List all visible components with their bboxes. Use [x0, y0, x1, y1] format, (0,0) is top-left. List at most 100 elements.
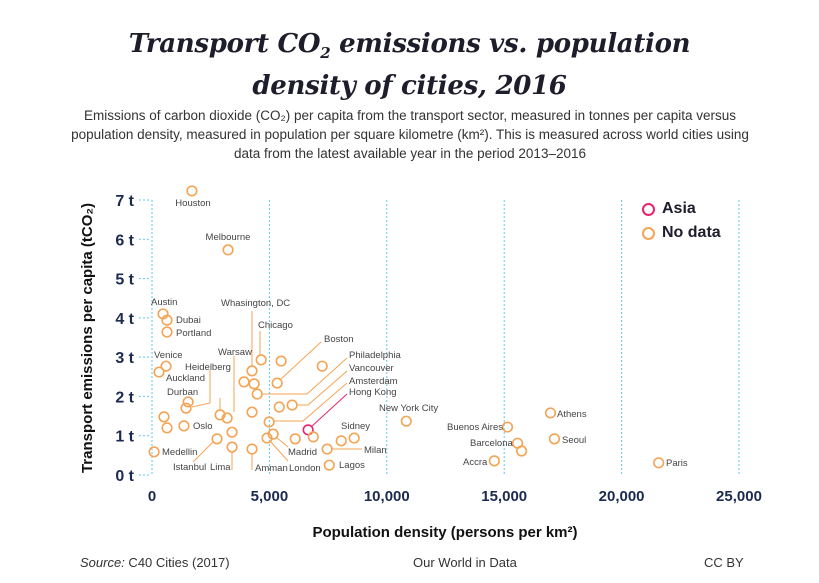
data-point[interactable]: [263, 416, 275, 428]
data-point[interactable]: [501, 421, 514, 433]
data-point[interactable]: [222, 244, 234, 256]
x-axis-title: Population density (persons per km²): [312, 524, 577, 541]
x-tick-label: 15,000: [481, 488, 527, 505]
data-point[interactable]: [316, 360, 328, 372]
data-point[interactable]: [307, 431, 319, 443]
point-label: Lima: [210, 462, 231, 473]
data-point[interactable]: [178, 420, 190, 432]
point-label: Heidelberg: [185, 362, 231, 373]
point-label: Auckland: [166, 373, 205, 384]
data-point[interactable]: [488, 455, 500, 467]
point-label: Barcelona: [470, 438, 513, 449]
data-point[interactable]: [158, 411, 170, 423]
point-label: Durban: [167, 387, 198, 398]
data-point[interactable]: [289, 433, 301, 445]
y-tick-label: 0 t: [115, 468, 134, 485]
data-point[interactable]: [211, 433, 223, 445]
legend-marker-icon: [642, 202, 655, 216]
data-point[interactable]: [251, 388, 263, 400]
data-point[interactable]: [544, 407, 557, 419]
data-point[interactable]: [214, 409, 226, 421]
y-tick-label: 4 t: [115, 311, 134, 328]
point-label: Whasington, DC: [221, 298, 290, 309]
data-point[interactable]: [161, 422, 173, 434]
data-point[interactable]: [255, 354, 267, 366]
title-text-end: emissions vs. population: [330, 29, 691, 59]
data-point[interactable]: [267, 428, 279, 440]
data-point[interactable]: [161, 326, 173, 338]
y-tick-label: 3 t: [115, 350, 134, 367]
point-label: Austin: [151, 297, 177, 308]
x-tick-label: 0: [148, 488, 156, 505]
data-point[interactable]: [148, 446, 160, 458]
data-point[interactable]: [273, 401, 285, 413]
point-label: Hong Kong: [349, 387, 397, 398]
leader-line: [269, 440, 289, 462]
data-point[interactable]: [160, 360, 172, 372]
data-point[interactable]: [161, 314, 173, 326]
source-prefix: Source:: [80, 555, 125, 570]
x-tick-label: 5,000: [251, 488, 289, 505]
leader-line: [310, 393, 348, 428]
point-label: Houston: [175, 198, 210, 209]
data-point[interactable]: [180, 402, 192, 414]
data-point[interactable]: [153, 366, 165, 378]
x-tick-label: 20,000: [599, 488, 645, 505]
data-point[interactable]: [226, 426, 238, 438]
point-label: Milan: [364, 445, 387, 456]
data-point[interactable]: [275, 355, 287, 367]
point-label: Philadelphia: [349, 350, 401, 361]
data-point[interactable]: [302, 424, 314, 436]
owid-credit[interactable]: Our World in Data: [413, 555, 517, 570]
point-label: Paris: [666, 458, 688, 469]
data-point[interactable]: [323, 459, 335, 471]
point-label: Amsterdam: [349, 376, 398, 387]
point-label: Melbourne: [206, 232, 251, 243]
title-text: Transport CO: [128, 29, 321, 59]
data-point[interactable]: [515, 445, 528, 457]
data-point[interactable]: [653, 457, 665, 469]
point-label: Venice: [154, 350, 183, 361]
data-point[interactable]: [238, 376, 250, 388]
point-label: Medellin: [162, 447, 197, 458]
leader-line: [262, 357, 348, 395]
point-label: Chicago: [258, 320, 293, 331]
legend-label: No data: [662, 224, 721, 241]
leader-line: [297, 370, 348, 406]
leader-line: [274, 382, 348, 422]
leader-line: [192, 441, 214, 463]
point-label: Accra: [463, 457, 488, 468]
data-point[interactable]: [182, 396, 194, 408]
data-point[interactable]: [186, 185, 198, 197]
legend-item-no-data[interactable]: No data: [642, 221, 721, 245]
data-point[interactable]: [248, 378, 260, 390]
point-label: Madrid: [288, 447, 317, 458]
data-point[interactable]: [246, 406, 258, 418]
data-point[interactable]: [246, 365, 258, 377]
data-point[interactable]: [400, 415, 412, 427]
data-point[interactable]: [548, 433, 561, 445]
point-label: Vancouver: [349, 363, 394, 374]
source-text[interactable]: C40 Cities (2017): [124, 555, 230, 570]
title-subscript: 2: [320, 44, 331, 63]
license[interactable]: CC BY: [704, 555, 744, 570]
data-point[interactable]: [321, 443, 333, 455]
point-label: Sidney: [341, 421, 370, 432]
data-point[interactable]: [246, 443, 258, 455]
data-point[interactable]: [335, 435, 347, 447]
data-point[interactable]: [348, 432, 360, 444]
point-label: Istanbul: [173, 462, 206, 473]
leader-line: [191, 370, 211, 408]
y-tick-label: 1 t: [115, 429, 134, 446]
data-point[interactable]: [286, 399, 298, 411]
y-tick-label: 2 t: [115, 389, 134, 406]
chart-subtitle: Emissions of carbon dioxide (CO₂) per ca…: [71, 108, 749, 161]
data-point[interactable]: [226, 441, 238, 453]
point-label: Dubai: [176, 315, 201, 326]
data-point[interactable]: [221, 412, 233, 424]
data-point[interactable]: [271, 377, 283, 389]
point-label: Buenos Aires: [447, 422, 503, 433]
point-label: Oslo: [193, 421, 213, 432]
legend-item-asia[interactable]: Asia: [642, 197, 721, 221]
